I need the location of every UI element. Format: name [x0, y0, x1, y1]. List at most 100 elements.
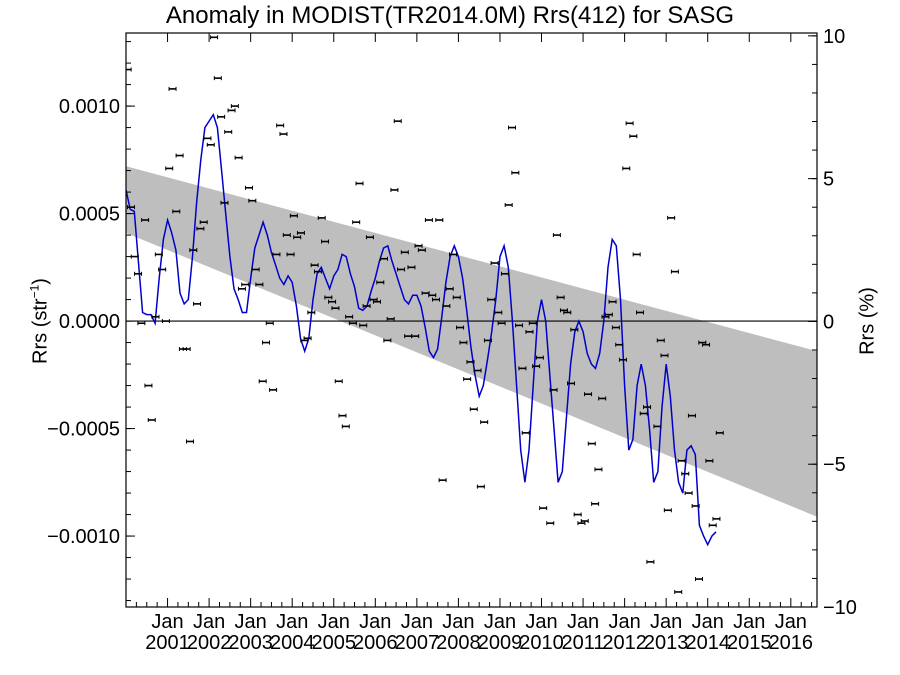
x-tick-label-month: Jan [525, 611, 557, 633]
data-point [400, 250, 409, 255]
data-point [598, 396, 607, 401]
data-point [324, 295, 333, 300]
data-point [646, 559, 655, 564]
x-tick-label-year: 2002 [187, 632, 232, 654]
x-tick-label-month: Jan [484, 611, 516, 633]
data-point [632, 252, 641, 257]
data-point [269, 387, 278, 392]
trend-band [126, 166, 817, 517]
y-right-tick-label: 5 [823, 169, 834, 191]
data-point [417, 248, 426, 253]
x-tick-label-year: 2004 [270, 632, 315, 654]
data-point [615, 342, 624, 347]
data-point [161, 319, 170, 324]
data-point [431, 297, 440, 302]
data-point [487, 297, 496, 302]
data-point [635, 310, 644, 315]
data-point [712, 516, 721, 521]
data-point [670, 269, 679, 274]
data-point [604, 312, 613, 317]
data-point [424, 218, 433, 223]
x-tick-label-year: 2006 [353, 632, 398, 654]
data-point [556, 295, 565, 300]
data-point [411, 334, 420, 339]
data-point [126, 205, 135, 210]
x-tick-label-month: Jan [442, 611, 474, 633]
data-point [591, 501, 600, 506]
data-point [296, 230, 305, 235]
data-point [262, 340, 271, 345]
data-point [656, 338, 665, 343]
data-point [698, 340, 707, 345]
data-point [158, 267, 167, 272]
data-point [130, 254, 139, 259]
x-tick-label-year: 2010 [519, 632, 564, 654]
data-point [480, 420, 489, 425]
data-point [217, 114, 226, 119]
data-point [352, 220, 361, 225]
data-point [355, 181, 364, 186]
data-point [189, 248, 198, 253]
data-point [573, 512, 582, 517]
data-point [594, 467, 603, 472]
data-point [383, 338, 392, 343]
x-tick-label-year: 2016 [769, 632, 814, 654]
data-point [279, 132, 288, 137]
x-tick-label-year: 2007 [395, 632, 440, 654]
data-point [321, 239, 330, 244]
data-point [286, 252, 295, 257]
data-point [463, 377, 472, 382]
data-point [393, 119, 402, 124]
data-point [265, 321, 274, 326]
data-point [365, 235, 374, 240]
data-point [667, 215, 676, 220]
data-point [251, 267, 260, 272]
x-tick-label-year: 2008 [436, 632, 481, 654]
y-left-tick-label: −0.0010 [47, 526, 120, 548]
x-tick-label-month: Jan [359, 611, 391, 633]
data-point [546, 521, 555, 526]
data-point [452, 295, 461, 300]
data-point [313, 269, 322, 274]
data-point [549, 387, 558, 392]
data-point [525, 329, 534, 334]
data-point [639, 411, 648, 416]
plot-frame [125, 32, 818, 608]
data-point [687, 413, 696, 418]
chart-title: Anomaly in MODIST(TR2014.0M) Rrs(412) fo… [165, 2, 735, 29]
data-point [258, 379, 267, 384]
y-left-tick-label: 0.0000 [59, 311, 120, 333]
data-point [629, 134, 638, 139]
data-point [317, 215, 326, 220]
data-point [248, 198, 257, 203]
data-point [476, 484, 485, 489]
data-point [303, 336, 312, 341]
data-point [224, 129, 233, 134]
data-point [702, 342, 711, 347]
data-point [386, 316, 395, 321]
data-point [587, 441, 596, 446]
data-point [359, 323, 368, 328]
data-point [622, 166, 631, 171]
data-point [508, 125, 517, 130]
data-point [428, 293, 437, 298]
data-point [369, 297, 378, 302]
data-point [563, 310, 572, 315]
data-point [213, 76, 222, 81]
y-right-tick-label: −5 [823, 454, 846, 476]
data-point [449, 252, 458, 257]
data-point [660, 353, 669, 358]
data-point [300, 338, 309, 343]
data-point [230, 104, 239, 109]
data-point [535, 355, 544, 360]
data-point [442, 304, 451, 309]
y-right-tick-label: 10 [823, 26, 845, 48]
data-point [653, 424, 662, 429]
x-tick-label-year: 2013 [644, 632, 689, 654]
data-point [199, 220, 208, 225]
data-point [126, 67, 132, 72]
data-point [310, 263, 319, 268]
y-right-tick-label: −10 [823, 597, 857, 619]
data-point [459, 340, 468, 345]
x-tick-label-month: Jan [276, 611, 308, 633]
